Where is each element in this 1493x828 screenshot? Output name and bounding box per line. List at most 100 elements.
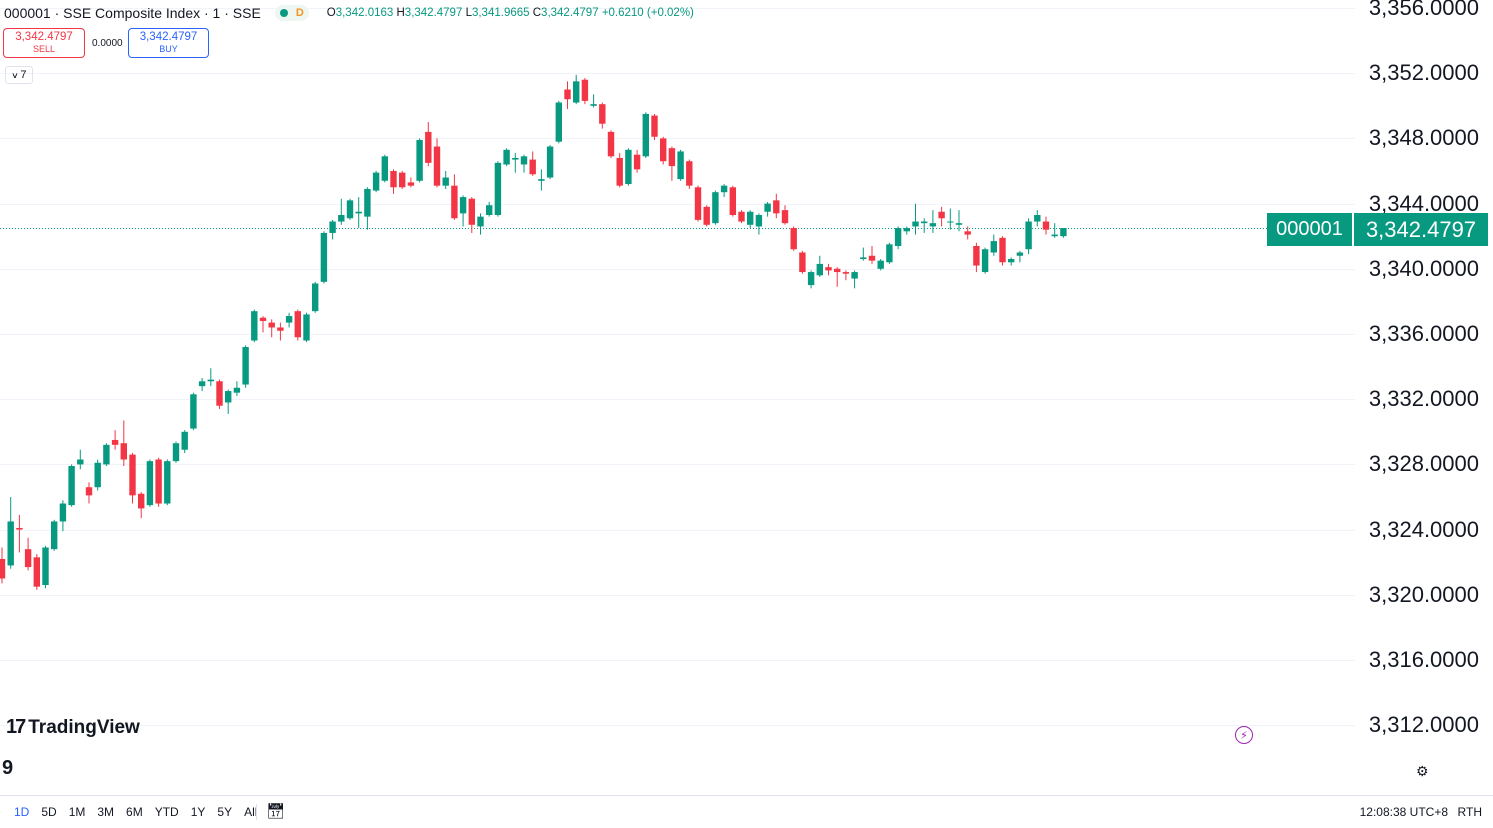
candle-body [868,255,876,261]
candle-body [198,381,206,387]
candle-body [1008,259,1015,263]
candle-body [512,157,519,160]
clock-display[interactable]: 12:08:38 UTC+8 [1359,805,1448,819]
candle-body [668,148,676,167]
candle-body [1025,221,1032,250]
candle-body [520,156,528,165]
range-button-1y[interactable]: 1Y [190,805,206,819]
time-range-selector: 1D 5D 1M 3M 6M YTD 1Y 5Y All [8,805,263,819]
candle-body [703,206,710,225]
range-button-3m[interactable]: 3M [97,805,115,819]
symbol-title[interactable]: 000001 · SSE Composite Index · 1 · SSE [4,5,261,21]
candle-body [999,237,1006,263]
candle-body [51,521,58,550]
candle-body [442,177,449,186]
chart-area[interactable]: 000001 · SSE Composite Index · 1 · SSE D… [0,0,1493,795]
candle-body [7,521,14,566]
candle-body [320,232,328,282]
ohlc-low: 3,341.9665 [471,7,530,19]
range-button-6m[interactable]: 6M [126,805,143,819]
candle-body [790,228,797,250]
data-delay-badge: D [295,7,304,19]
candle-body [111,439,119,445]
lightning-icon[interactable]: ⚡︎ [1235,726,1253,744]
candle-body [981,249,989,273]
candle-body [773,200,780,214]
candle-body [599,104,606,124]
ohlc-close-label: C [532,7,542,19]
candle-body [390,171,397,188]
candle-body [903,228,910,232]
candle-body [94,462,101,488]
candle-body [781,210,789,224]
tradingview-logo[interactable]: 17 TradingView [6,716,140,739]
range-button-1m[interactable]: 1M [68,805,86,819]
candle-body [964,231,971,235]
sell-button[interactable]: 3,342.4797 SELL [3,28,85,58]
y-tick-label: 3,340.0000 [1368,255,1479,281]
range-button-ytd[interactable]: YTD [154,805,179,819]
candle-body [0,558,6,579]
candle-body [860,257,867,260]
ohlc-low-label: L [465,7,472,19]
candle-body [494,162,502,216]
candle-body [660,138,667,162]
candle-body [459,197,467,214]
candle-body [285,316,293,323]
candle-body [242,347,249,385]
symbol-legend: 000001 · SSE Composite Index · 1 · SSE D… [4,5,694,21]
candle-body [146,461,154,506]
ohlc-high-label: H [396,7,405,19]
candle-body [581,79,589,101]
candle-body [425,131,432,163]
candle-body [33,557,40,587]
candle-body [259,317,267,321]
candle-body [503,149,510,165]
sell-price: 3,342.4797 [15,31,73,43]
y-tick-label: 3,352.0000 [1368,60,1479,86]
tradingview-logo-mark: 17 [6,716,26,738]
y-tick-label: 3,348.0000 [1368,125,1479,151]
candle-body [433,146,441,186]
price-chart[interactable] [0,0,1493,795]
candle-body [538,179,545,181]
candle-body [268,322,275,328]
candle-body [138,493,145,509]
candle-body [990,241,997,253]
candle-body [955,223,963,225]
market-status-pill[interactable]: D [274,5,309,21]
candle-body [755,215,763,227]
candle-body [129,454,136,496]
buy-label: BUY [159,44,178,54]
indicators-toggle-button[interactable]: ∨ 7 [5,66,33,84]
candle-body [912,221,919,227]
calendar-icon[interactable]: 📅︎ [266,803,286,820]
toolbar-divider [256,804,257,820]
gear-icon[interactable]: ⚙ [1416,763,1429,779]
range-button-all[interactable]: All [244,805,258,819]
spread-value: 0.0000 [92,38,123,49]
candle-body [529,159,536,175]
session-toggle[interactable]: RTH [1457,805,1482,819]
candle-body [886,244,893,263]
range-button-5d[interactable]: 5D [41,805,57,819]
candle-body [16,527,23,530]
y-tick-label: 3,336.0000 [1368,321,1479,346]
candle-body [642,113,649,157]
range-button-5y[interactable]: 5Y [217,805,233,819]
ohlc-close: 3,342.4797 [541,7,599,19]
candle-body [894,228,902,246]
candle-body [294,311,301,338]
candle-body [451,185,458,219]
range-button-1d[interactable]: 1D [14,805,30,819]
candle-body [216,381,223,406]
candle-body [477,216,484,227]
candle-body [172,443,180,462]
candle-body [564,89,571,100]
buy-button[interactable]: 3,342.4797 BUY [128,28,209,58]
candle-body [1042,221,1050,230]
tradingview-logo-text: TradingView [28,716,140,738]
candle-body [973,245,980,266]
candle-body [207,379,214,382]
ohlc-change: +0.6210 (+0.02%) [601,7,694,19]
